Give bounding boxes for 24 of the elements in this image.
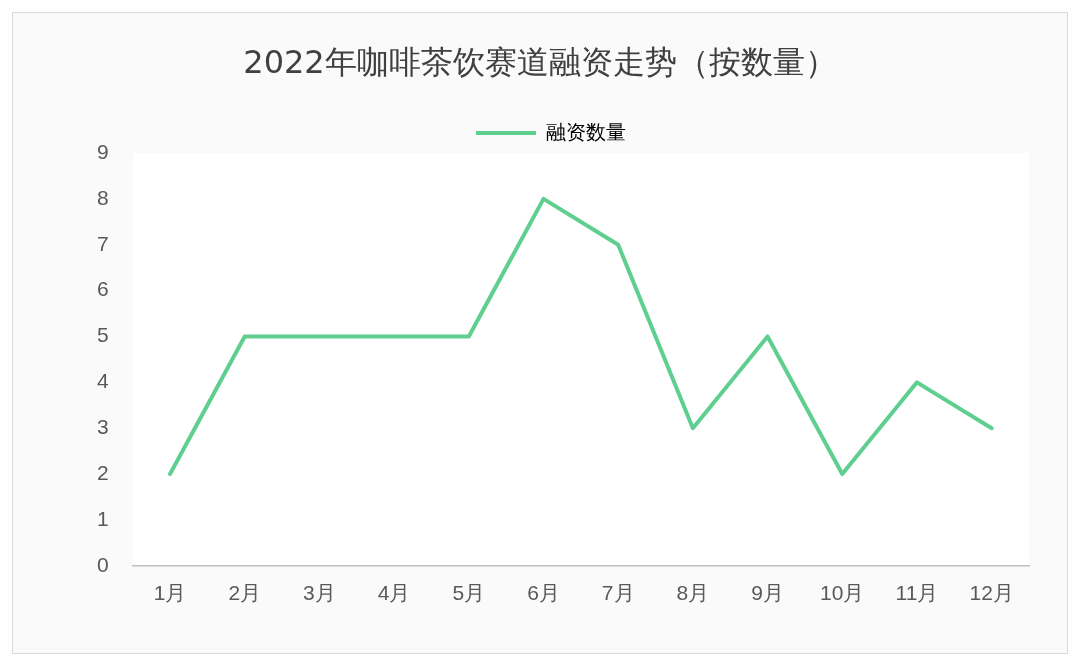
y-tick-label: 3 bbox=[96, 415, 109, 438]
x-tick-label: 9月 bbox=[751, 581, 784, 605]
x-tick-label: 10月 bbox=[820, 581, 865, 605]
y-tick-label: 1 bbox=[96, 506, 109, 530]
y-tick-label: 5 bbox=[96, 323, 109, 347]
y-tick-label: 2 bbox=[96, 460, 109, 484]
x-tick-label: 7月 bbox=[601, 581, 635, 605]
y-tick-label: 4 bbox=[96, 369, 109, 393]
y-tick-label: 0 bbox=[96, 552, 109, 576]
x-tick-label: 5月 bbox=[452, 581, 486, 605]
x-tick-label: 6月 bbox=[527, 581, 560, 605]
y-tick-label: 9 bbox=[96, 139, 109, 163]
x-tick-label: 3月 bbox=[303, 581, 336, 605]
legend-label: 融资数量 bbox=[546, 120, 626, 143]
x-tick-label: 11月 bbox=[895, 581, 939, 605]
x-tick-label: 12月 bbox=[969, 581, 1014, 605]
x-tick-label: 2月 bbox=[228, 581, 262, 605]
chart-title: 2022年咖啡茶饮赛道融资走势（按数量） bbox=[242, 42, 838, 83]
x-tick-label: 4月 bbox=[377, 581, 411, 605]
x-tick-label: 8月 bbox=[676, 581, 710, 605]
y-tick-label: 6 bbox=[96, 277, 109, 301]
y-tick-label: 7 bbox=[96, 231, 109, 255]
y-tick-label: 8 bbox=[96, 185, 109, 209]
x-tick-label: 1月 bbox=[153, 581, 187, 605]
